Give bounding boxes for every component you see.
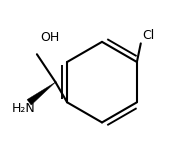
Text: OH: OH xyxy=(40,31,59,44)
Text: Cl: Cl xyxy=(142,29,155,42)
Polygon shape xyxy=(27,82,56,105)
Text: H₂N: H₂N xyxy=(12,102,36,115)
